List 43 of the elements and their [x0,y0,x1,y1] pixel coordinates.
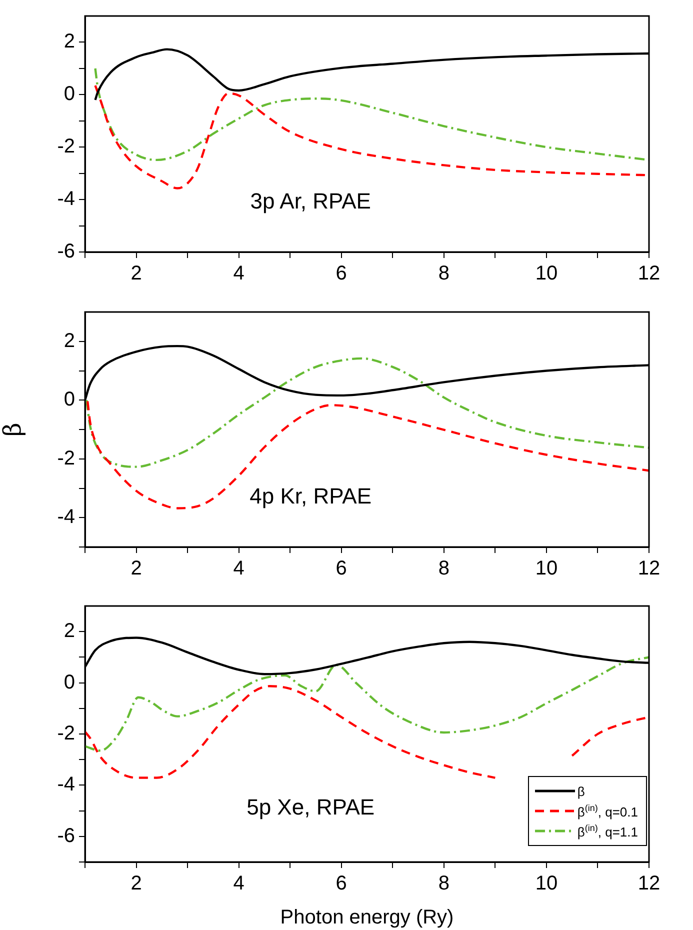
y-tick-label: -2 [57,447,75,470]
x-tick-label: 4 [233,872,244,895]
x-tick-label: 8 [438,262,450,285]
x-tick-label: 8 [438,558,450,580]
x-tick-label: 10 [535,262,558,285]
y-tick-label: -6 [57,824,75,847]
y-tick-label: -4 [57,774,75,796]
y-tick-label: -6 [57,240,75,263]
line-series [85,357,649,468]
x-tick-label: 6 [336,872,347,895]
annotation: 4p Kr, RPAE [250,484,372,509]
x-tick-label: 2 [130,872,142,895]
x-tick-label: 8 [438,872,450,895]
y-tick-label: -4 [57,506,75,528]
x-tick-label: 12 [638,872,660,895]
x-tick-label: 10 [535,558,558,580]
x-tick-label: 6 [336,558,347,580]
y-tick-label: 0 [64,671,75,694]
y-tick-label: 2 [64,620,75,642]
x-axis-title: Photon energy (Ry) [280,906,454,929]
line-series [86,400,649,510]
y-tick-label: 2 [64,30,75,53]
x-tick-label: 10 [535,872,558,895]
y-tick-label: 2 [64,330,75,352]
x-tick-label: 6 [336,262,347,285]
x-tick-label: 12 [638,262,660,285]
y-tick-label: -2 [57,136,75,158]
x-tick-label: 12 [638,558,660,580]
legend-label: β$^{(in)}$, q=0.1 [577,802,638,820]
y-tick-label: -2 [57,722,75,745]
annotation: 3p Ar, RPAE [250,188,371,214]
line-series [85,656,649,752]
y-axis-title: β [0,422,27,436]
legend-label: β$^{(in)}$, q=1.1 [577,822,638,840]
x-tick-label: 2 [130,262,142,285]
x-tick-label: 2 [130,558,142,580]
legend-label: β [577,784,585,798]
x-tick-label: 4 [233,558,244,580]
annotation: 5p Xe, RPAE [246,794,375,820]
y-tick-label: -4 [57,188,75,210]
y-tick-label: 0 [64,83,75,106]
y-tick-label: 0 [64,388,75,411]
x-tick-label: 4 [233,262,244,285]
